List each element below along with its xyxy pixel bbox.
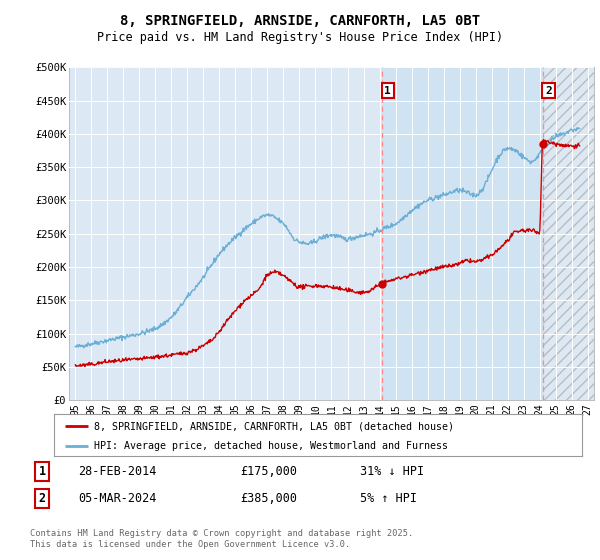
Text: 5% ↑ HPI: 5% ↑ HPI [360,492,417,505]
Text: 2: 2 [545,86,552,96]
Bar [543,67,594,400]
Text: 1: 1 [385,86,391,96]
Bar [382,67,543,400]
Text: 1: 1 [38,465,46,478]
Text: HPI: Average price, detached house, Westmorland and Furness: HPI: Average price, detached house, West… [94,441,448,451]
Text: £175,000: £175,000 [240,465,297,478]
Text: 8, SPRINGFIELD, ARNSIDE, CARNFORTH, LA5 0BT (detached house): 8, SPRINGFIELD, ARNSIDE, CARNFORTH, LA5 … [94,421,454,431]
Text: Contains HM Land Registry data © Crown copyright and database right 2025.
This d: Contains HM Land Registry data © Crown c… [30,529,413,549]
Bar [543,67,594,400]
Text: Price paid vs. HM Land Registry's House Price Index (HPI): Price paid vs. HM Land Registry's House … [97,31,503,44]
Text: 2: 2 [38,492,46,505]
Text: 8, SPRINGFIELD, ARNSIDE, CARNFORTH, LA5 0BT: 8, SPRINGFIELD, ARNSIDE, CARNFORTH, LA5 … [120,14,480,28]
Text: £385,000: £385,000 [240,492,297,505]
Text: 28-FEB-2014: 28-FEB-2014 [78,465,157,478]
Text: 31% ↓ HPI: 31% ↓ HPI [360,465,424,478]
Text: 05-MAR-2024: 05-MAR-2024 [78,492,157,505]
